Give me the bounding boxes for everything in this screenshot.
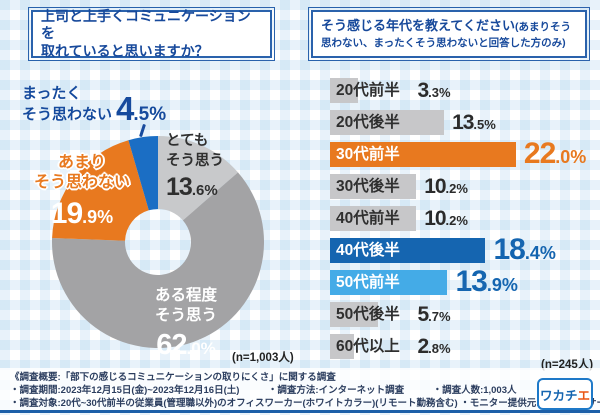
donut-slice xyxy=(52,172,264,348)
bar-row-50代後半: 50代後半 5.7% xyxy=(330,298,596,330)
donut-label-somewhat: ある程度 そう思う 62.0% xyxy=(146,286,226,365)
donut-value-not-at-all: 4.5% xyxy=(116,90,167,128)
bar: 50代前半 xyxy=(330,269,448,295)
donut-slice xyxy=(128,136,158,211)
bar-category-label: 30代前半 xyxy=(336,145,400,163)
bar: 30代後半 xyxy=(330,173,417,199)
donut-label-line: ある程度 xyxy=(154,287,217,304)
bar: 20代後半 xyxy=(330,109,445,135)
donut-label-not-at-all-text: まったく そう思わない xyxy=(22,82,112,124)
footer-line3: ・調査対象:20代~30代前半の従業員(管理職以外)のオフィスワーカー(ホワイト… xyxy=(10,397,600,409)
donut-label-line: そう思う xyxy=(154,307,217,325)
donut-label-line: あまり xyxy=(57,154,106,171)
bar: 50代後半 xyxy=(330,301,400,327)
donut-label-line: とても xyxy=(166,133,209,149)
left-title-line1: 上司と上手くコミュニケーションを xyxy=(41,7,251,42)
donut-label-not-really: あまり そう思わない 19.9% xyxy=(26,153,138,233)
right-title-text: そう感じる年代を教えてください(あまりそう思わない、まったくそう思わないと回答し… xyxy=(321,18,577,51)
bar-row-50代前半: 50代前半 13.9% xyxy=(330,266,596,298)
bar: 60代以上 xyxy=(330,333,400,359)
bar-row-40代前半: 40代前半 10.2% xyxy=(330,202,596,234)
bar-row-20代前半: 20代前半 3.3% xyxy=(330,74,596,106)
donut-slice xyxy=(158,136,238,221)
bar: 40代後半 xyxy=(330,237,486,263)
donut-label-line: そう思う xyxy=(166,152,224,169)
donut-value-somewhat: 62.0% xyxy=(156,329,216,362)
bar-category-label: 50代前半 xyxy=(336,273,400,291)
right-chart-title: そう感じる年代を教えてください(あまりそう思わない、まったくそう思わないと回答し… xyxy=(308,7,590,61)
bar-value-label: 10.2% xyxy=(424,174,468,198)
bar-category-label: 40代後半 xyxy=(336,241,400,259)
logo-text-orange: エ xyxy=(577,388,591,403)
donut-label-line: まったく xyxy=(22,85,82,102)
bar-value-label: 10.2% xyxy=(424,206,468,230)
bar-value-label: 5.7% xyxy=(417,302,451,326)
footer-line1: 《調査概要:「部下の感じるコミュニケーションの取りにくさ」に関する調査 xyxy=(10,372,336,383)
left-sample-size: (n=1,003人) xyxy=(232,352,294,364)
right-title-main: そう感じる年代を教えてください xyxy=(321,17,515,33)
bar: 20代前半 xyxy=(330,77,400,103)
bar-category-label: 60代以上 xyxy=(336,337,400,355)
bar-value-label: 22.0% xyxy=(523,137,587,170)
right-title-paren: (あまりそう思わない、まったくそう思わないと回答した方のみ) xyxy=(321,20,571,49)
donut-label-not-at-all: まったく そう思わない 4.5% xyxy=(22,82,167,128)
donut-slice xyxy=(52,140,149,241)
bottom-accent-line xyxy=(0,410,600,413)
donut-chart xyxy=(52,136,264,348)
donut-label-line: そう思わない xyxy=(22,106,113,123)
bar: 30代前半 xyxy=(330,141,516,167)
logo-text-blue: ワカチ xyxy=(539,388,578,403)
bar-chart: 20代前半 3.3% 20代後半 13.5% 30代前半 22.0% 30代後半 10.2% 4… xyxy=(330,74,596,362)
bar-row-30代前半: 30代前半 22.0% xyxy=(330,138,596,170)
bar-row-20代後半: 20代後半 13.5% xyxy=(330,106,596,138)
donut-label-very: とても そう思う 13.6% xyxy=(166,133,224,202)
bar-row-60代以上: 60代以上 2.8% xyxy=(330,330,596,362)
bar: 40代前半 xyxy=(330,205,417,231)
donut-label-line: そう思わない xyxy=(33,174,130,191)
bar-category-label: 30代後半 xyxy=(336,177,400,195)
survey-overview-footer: 《調査概要:「部下の感じるコミュニケーションの取りにくさ」に関する調査 ・調査期… xyxy=(0,368,600,410)
bar-category-label: 20代後半 xyxy=(336,113,400,131)
bar-category-label: 20代前半 xyxy=(336,81,400,99)
bar-value-label: 13.5% xyxy=(452,110,496,134)
left-chart-title: 上司と上手くコミュニケーションを 取れていると思いますか？ xyxy=(28,7,275,61)
bar-value-label: 18.4% xyxy=(493,233,556,266)
footer-line2: ・調査期間:2023年12月15日(金)~2023年12月16日(土) ・調査方… xyxy=(10,384,517,396)
bar-value-label: 13.9% xyxy=(455,265,518,298)
bar-value-label: 3.3% xyxy=(417,78,451,102)
wakachie-logo: ワカチエ xyxy=(537,378,593,410)
bar-value-label: 2.8% xyxy=(417,334,451,358)
bar-row-30代後半: 30代後半 10.2% xyxy=(330,170,596,202)
bar-category-label: 40代前半 xyxy=(336,209,400,227)
left-title-line2: 取れていると思いますか？ xyxy=(41,42,209,59)
donut-value-not-really: 19.9% xyxy=(50,197,114,230)
bar-category-label: 50代後半 xyxy=(336,305,400,323)
bar-row-40代後半: 40代後半 18.4% xyxy=(330,234,596,266)
